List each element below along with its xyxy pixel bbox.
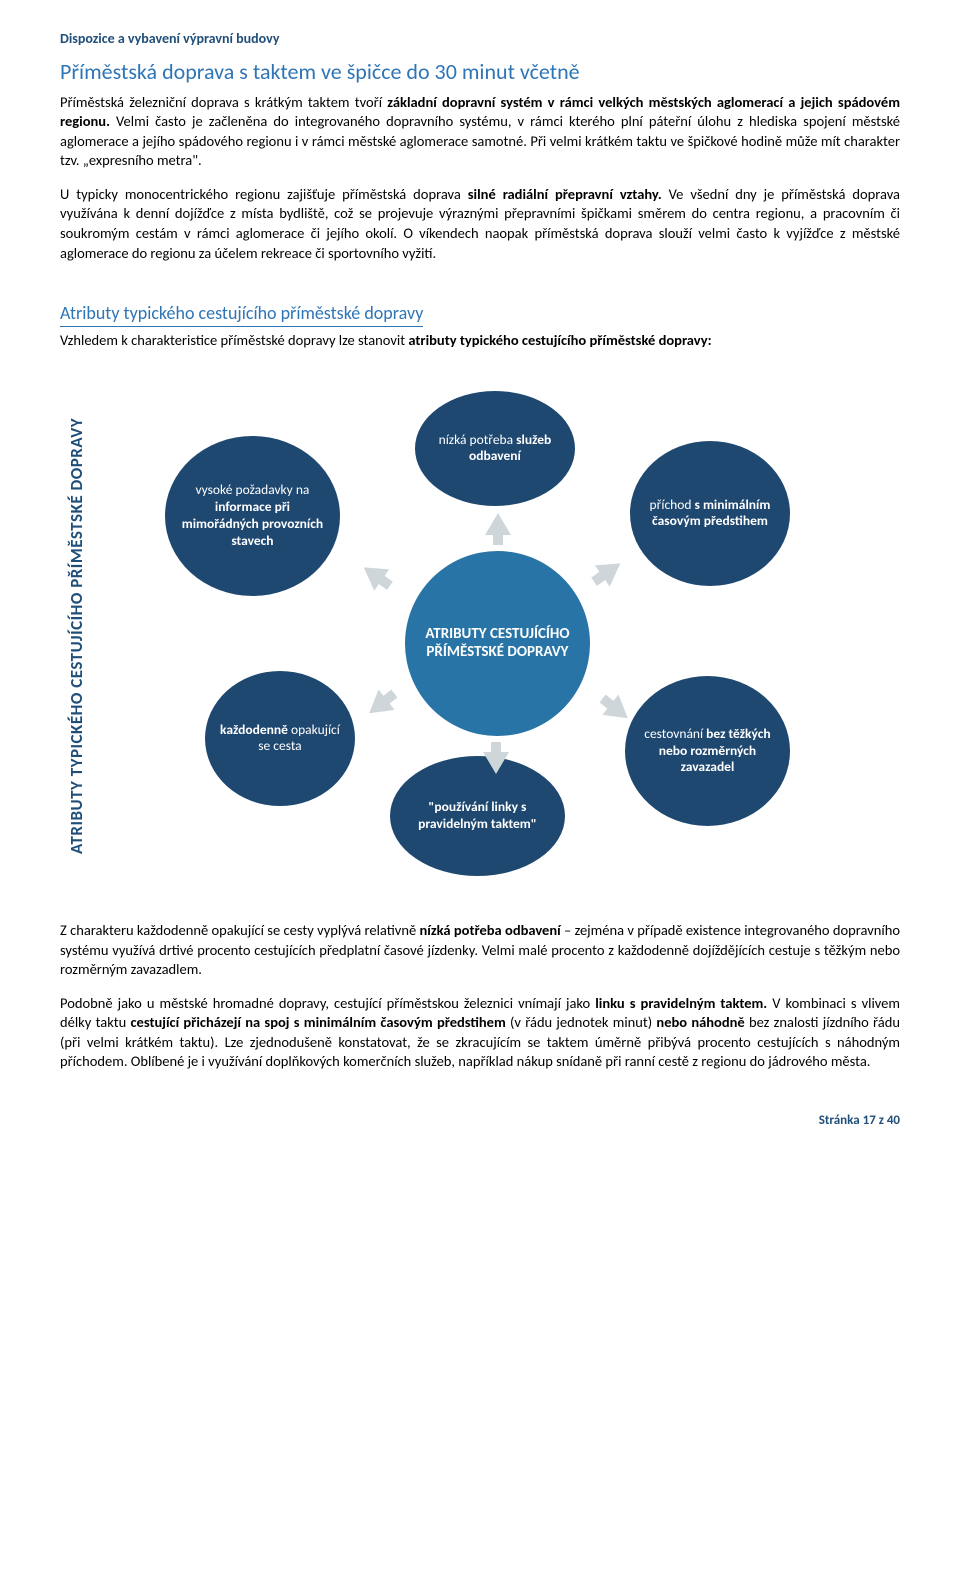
main-title: Příměstská doprava s taktem ve špičce do… <box>60 57 900 87</box>
diagram-container: ATRIBUTY TYPICKÉHO CESTUJÍCÍHO PŘÍMĚSTSK… <box>60 381 900 891</box>
text: Podobně jako u městské hromadné dopravy,… <box>60 994 595 1012</box>
text-bold: atributy typického cestujícího příměstsk… <box>408 331 711 349</box>
text: Příměstská železniční doprava s krátkým … <box>60 93 387 111</box>
center-bubble: ATRIBUTY CESTUJÍCÍHO PŘÍMĚSTSKÉ DOPRAVY <box>405 551 590 736</box>
text: Vzhledem k charakteristice příměstské do… <box>60 331 408 349</box>
attribute-bubble: příchod s minimálním časovým předstihem <box>630 441 790 586</box>
text-bold: cestující přicházejí na spoj s minimální… <box>130 1013 505 1031</box>
page-footer: Stránka 17 z 40 <box>60 1112 900 1130</box>
text: U typicky monocentrického regionu zajišť… <box>60 185 468 203</box>
subtitle: Atributy typického cestujícího příměstsk… <box>60 301 423 327</box>
paragraph-1: Příměstská železniční doprava s krátkým … <box>60 93 900 171</box>
attribute-bubble: vysoké požadavky na informace při mimořá… <box>165 436 340 596</box>
arrow-icon <box>344 544 408 608</box>
arrow-icon <box>475 505 521 551</box>
text-bold: nebo náhodně <box>656 1013 744 1031</box>
attribute-bubble: každodenně opakující se cesta <box>205 671 355 806</box>
text-bold: linku s pravidelným taktem. <box>595 994 767 1012</box>
text: (v řádu jednotek minut) <box>506 1013 657 1031</box>
vertical-label: ATRIBUTY TYPICKÉHO CESTUJÍCÍHO PŘÍMĚSTSK… <box>60 381 95 891</box>
paragraph-2: U typicky monocentrického regionu zajišť… <box>60 185 900 263</box>
text-bold: silné radiální přepravní vztahy. <box>468 185 662 203</box>
text: Velmi často je začleněna do integrovanéh… <box>60 112 900 169</box>
attribute-bubble: nízká potřeba služeb odbavení <box>415 391 575 506</box>
arrow-icon <box>576 540 640 604</box>
paragraph-5: Podobně jako u městské hromadné dopravy,… <box>60 994 900 1072</box>
bubble-diagram: ATRIBUTY CESTUJÍCÍHO PŘÍMĚSTSKÉ DOPRAVY n… <box>95 381 900 891</box>
attribute-bubble: cestovnání bez těžkých nebo rozměrných z… <box>625 676 790 826</box>
paragraph-3: Vzhledem k charakteristice příměstské do… <box>60 331 900 351</box>
text-bold: nízká potřeba odbavení <box>420 921 561 939</box>
text: Z charakteru každodenně opakující se ces… <box>60 921 420 939</box>
document-header: Dispozice a vybavení výpravní budovy <box>60 30 900 49</box>
arrow-icon <box>473 736 519 782</box>
arrow-icon <box>349 672 414 737</box>
paragraph-4: Z charakteru každodenně opakující se ces… <box>60 921 900 980</box>
